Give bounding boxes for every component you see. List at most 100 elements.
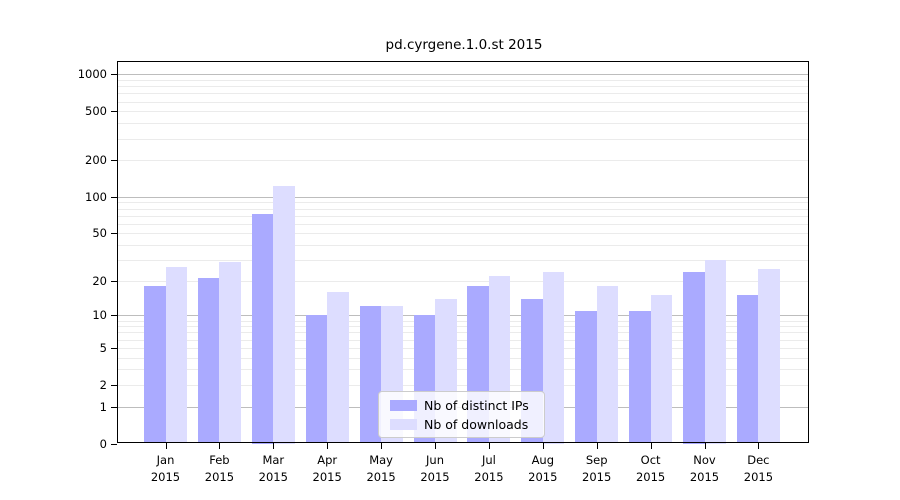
- minor-gridline: [118, 86, 809, 88]
- legend: Nb of distinct IPs Nb of downloads: [378, 391, 545, 438]
- major-gridline: [118, 74, 809, 76]
- bar-downloads-feb: [219, 261, 241, 444]
- bar-distinct-ips-sep: [575, 310, 597, 444]
- y-tick-label: 500: [85, 104, 107, 119]
- minor-gridline: [118, 138, 809, 140]
- y-tick-label: 1000: [77, 67, 107, 82]
- x-tick-year: 2015: [312, 470, 342, 484]
- minor-gridline: [118, 369, 809, 371]
- x-tick-month: Apr: [317, 453, 338, 467]
- chart-title: pd.cyrgene.1.0.st 2015: [385, 37, 543, 53]
- y-tick-mark: [111, 160, 117, 162]
- x-tick-mark: [435, 443, 436, 449]
- minor-gridline: [118, 208, 809, 210]
- x-tick-label: Mar 2015: [241, 452, 305, 486]
- x-tick-month: Feb: [209, 453, 230, 467]
- x-tick-label: May 2015: [349, 452, 413, 486]
- x-tick-label: Jun 2015: [403, 452, 467, 486]
- x-tick-label: Nov 2015: [673, 452, 737, 486]
- x-tick-month: Sep: [585, 453, 608, 467]
- x-tick-label: Jul 2015: [457, 452, 521, 486]
- y-tick-label: 20: [92, 273, 107, 288]
- minor-gridline: [118, 101, 809, 103]
- minor-gridline: [118, 245, 809, 246]
- bar-downloads-nov: [704, 260, 726, 444]
- minor-gridline: [118, 160, 809, 162]
- bar-downloads-apr: [327, 292, 349, 444]
- x-tick-year: 2015: [150, 470, 181, 484]
- minor-gridline: [118, 215, 809, 217]
- x-tick-month: May: [369, 453, 393, 467]
- y-tick-label: 1: [99, 399, 107, 414]
- minor-gridline: [118, 339, 809, 341]
- x-tick-year: 2015: [204, 470, 235, 484]
- x-tick-year: 2015: [366, 470, 396, 484]
- x-tick-year: 2015: [689, 470, 720, 484]
- x-tick-mark: [758, 443, 760, 449]
- y-tick-label: 50: [92, 226, 107, 241]
- x-tick-year: 2015: [528, 470, 558, 484]
- x-tick-month: Jan: [156, 453, 175, 467]
- minor-gridline: [118, 123, 809, 125]
- bar-downloads-aug: [542, 271, 565, 444]
- bar-downloads-sep: [596, 286, 619, 444]
- x-tick-month: Nov: [693, 453, 716, 467]
- legend-label-distinct-ips: Nb of distinct IPs: [424, 397, 529, 413]
- minor-gridline: [118, 79, 809, 81]
- minor-gridline: [118, 320, 809, 322]
- legend-item-downloads: Nb of downloads: [390, 417, 536, 432]
- y-tick-mark: [111, 280, 117, 282]
- minor-gridline: [118, 223, 809, 225]
- x-tick-label: Oct 2015: [619, 452, 683, 486]
- minor-gridline: [118, 233, 809, 235]
- bar-downloads-jan: [165, 267, 187, 444]
- y-tick-label: 100: [85, 189, 107, 204]
- x-tick-label: Aug 2015: [511, 452, 575, 486]
- y-tick-label: 5: [99, 340, 107, 355]
- minor-gridline: [118, 93, 809, 95]
- x-tick-mark: [273, 443, 275, 449]
- y-tick-label: 2: [99, 377, 107, 392]
- x-tick-year: 2015: [420, 470, 450, 484]
- bar-downloads-dec: [758, 269, 780, 444]
- legend-swatch-downloads-icon: [390, 418, 417, 430]
- minor-gridline: [118, 280, 809, 282]
- x-tick-year: 2015: [258, 470, 288, 484]
- x-tick-label: Apr 2015: [295, 452, 359, 486]
- bar-distinct-ips-mar: [251, 213, 274, 444]
- x-tick-year: 2015: [474, 470, 504, 484]
- x-tick-year: 2015: [743, 470, 774, 484]
- x-tick-label: Dec 2015: [726, 452, 790, 486]
- bar-distinct-ips-apr: [305, 315, 328, 444]
- minor-gridline: [118, 332, 809, 334]
- x-tick-mark: [650, 443, 652, 449]
- y-tick-mark: [111, 347, 117, 349]
- bar-distinct-ips-dec: [736, 295, 759, 444]
- y-tick-mark: [111, 196, 117, 198]
- bar-distinct-ips-nov: [683, 271, 705, 444]
- bar-distinct-ips-feb: [197, 278, 220, 444]
- x-tick-month: Jun: [426, 453, 444, 467]
- x-tick-year: 2015: [582, 470, 612, 484]
- y-tick-label: 10: [92, 308, 107, 323]
- minor-gridline: [118, 260, 809, 261]
- x-tick-mark: [381, 443, 383, 449]
- x-tick-mark: [704, 443, 706, 449]
- x-tick-month: Aug: [531, 453, 555, 467]
- y-tick-label: 0: [99, 436, 107, 451]
- minor-gridline: [118, 326, 809, 328]
- y-tick-mark: [111, 111, 117, 113]
- x-tick-year: 2015: [635, 470, 666, 484]
- y-tick-mark: [111, 384, 117, 386]
- x-tick-month: Jul: [481, 453, 496, 467]
- major-gridline: [118, 315, 809, 317]
- minor-gridline: [118, 357, 809, 359]
- y-tick-mark: [111, 406, 117, 408]
- x-tick-label: Sep 2015: [565, 452, 629, 486]
- x-tick-month: Mar: [262, 453, 285, 467]
- x-tick-mark: [327, 443, 329, 449]
- bar-distinct-ips-jan: [144, 286, 166, 444]
- x-tick-mark: [219, 443, 221, 449]
- legend-label-downloads: Nb of downloads: [424, 416, 529, 432]
